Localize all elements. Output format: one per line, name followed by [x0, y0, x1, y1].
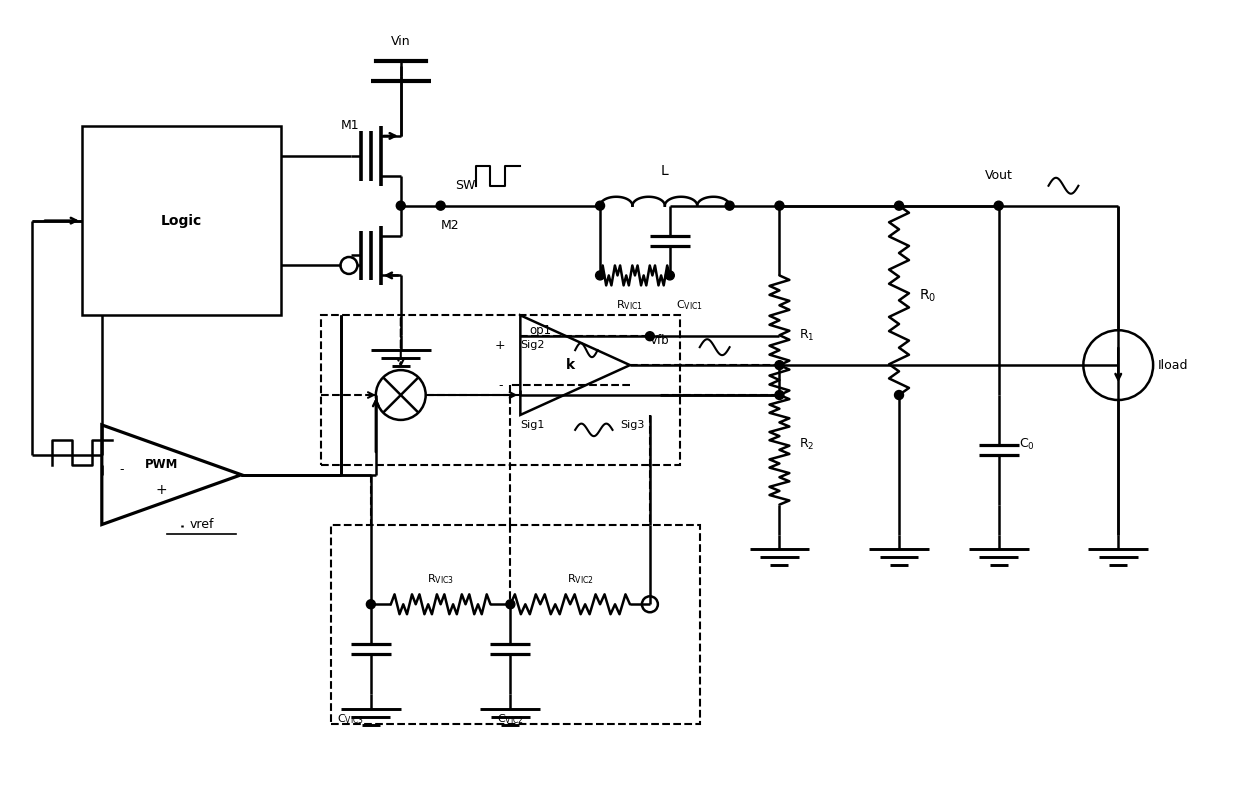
Text: Sig1: Sig1 [521, 420, 544, 430]
Text: M2: M2 [440, 219, 459, 232]
Text: $\mathregular{R_2}$: $\mathregular{R_2}$ [800, 437, 815, 452]
Bar [321, 316, 680, 465]
Bar [331, 525, 699, 724]
Text: $\mathregular{R_{VIC3}}$: $\mathregular{R_{VIC3}}$ [427, 572, 454, 586]
Text: PWM: PWM [145, 458, 179, 471]
Circle shape [506, 599, 515, 609]
Circle shape [666, 271, 675, 280]
Circle shape [994, 201, 1003, 210]
Text: vref: vref [190, 518, 213, 531]
Circle shape [645, 332, 655, 341]
Text: L: L [661, 164, 668, 178]
Text: $\mathregular{R_{VIC1}}$: $\mathregular{R_{VIC1}}$ [616, 298, 644, 312]
Text: $\mathregular{C_{VIC1}}$: $\mathregular{C_{VIC1}}$ [676, 298, 703, 312]
Circle shape [366, 599, 376, 609]
Circle shape [775, 361, 784, 370]
Circle shape [595, 201, 605, 210]
Circle shape [775, 201, 784, 210]
Circle shape [775, 390, 784, 400]
Circle shape [436, 201, 445, 210]
Circle shape [595, 271, 605, 280]
Circle shape [894, 390, 904, 400]
Text: M1: M1 [341, 119, 360, 133]
Text: Sig2: Sig2 [521, 340, 544, 350]
Text: op1: op1 [529, 324, 552, 337]
Text: $\mathregular{C_0}$: $\mathregular{C_0}$ [1018, 437, 1034, 452]
Text: +: + [495, 339, 506, 351]
Text: +: + [156, 483, 167, 497]
Text: Logic: Logic [161, 214, 202, 227]
Circle shape [894, 201, 904, 210]
Text: -: - [498, 378, 502, 392]
Text: k: k [565, 358, 574, 372]
Bar [82, 126, 281, 316]
Text: Sig3: Sig3 [620, 420, 645, 430]
Circle shape [397, 201, 405, 210]
Text: $\mathregular{C_{VIC2}}$: $\mathregular{C_{VIC2}}$ [497, 712, 525, 726]
Text: -: - [119, 463, 124, 476]
Text: $\mathregular{R_1}$: $\mathregular{R_1}$ [800, 328, 815, 343]
Text: Vout: Vout [985, 169, 1013, 182]
Text: Vin: Vin [391, 35, 410, 48]
Text: $\mathregular{R_0}$: $\mathregular{R_0}$ [919, 287, 936, 304]
Text: $\mathregular{C_{VIC3}}$: $\mathregular{C_{VIC3}}$ [337, 712, 365, 726]
Circle shape [725, 201, 734, 210]
Text: SW: SW [455, 179, 476, 192]
Text: Vfb: Vfb [650, 334, 670, 347]
Text: $\mathregular{R_{VIC2}}$: $\mathregular{R_{VIC2}}$ [567, 572, 594, 586]
Text: Iload: Iload [1158, 359, 1189, 371]
